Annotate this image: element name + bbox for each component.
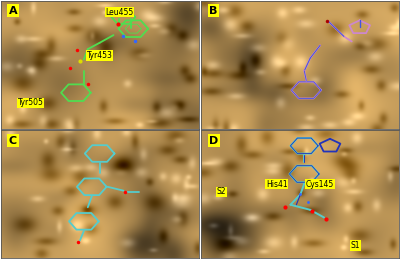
Text: S2: S2 — [216, 188, 226, 196]
Text: D: D — [209, 135, 219, 146]
Text: B: B — [209, 6, 218, 16]
Text: Tyr453: Tyr453 — [87, 51, 112, 60]
Text: His41: His41 — [266, 180, 288, 189]
Text: A: A — [9, 6, 17, 16]
Text: C: C — [9, 135, 17, 146]
Text: S1: S1 — [351, 241, 360, 250]
Text: Leu455: Leu455 — [105, 8, 134, 17]
Text: Tyr505: Tyr505 — [18, 98, 43, 107]
Text: Cys145: Cys145 — [306, 180, 334, 189]
